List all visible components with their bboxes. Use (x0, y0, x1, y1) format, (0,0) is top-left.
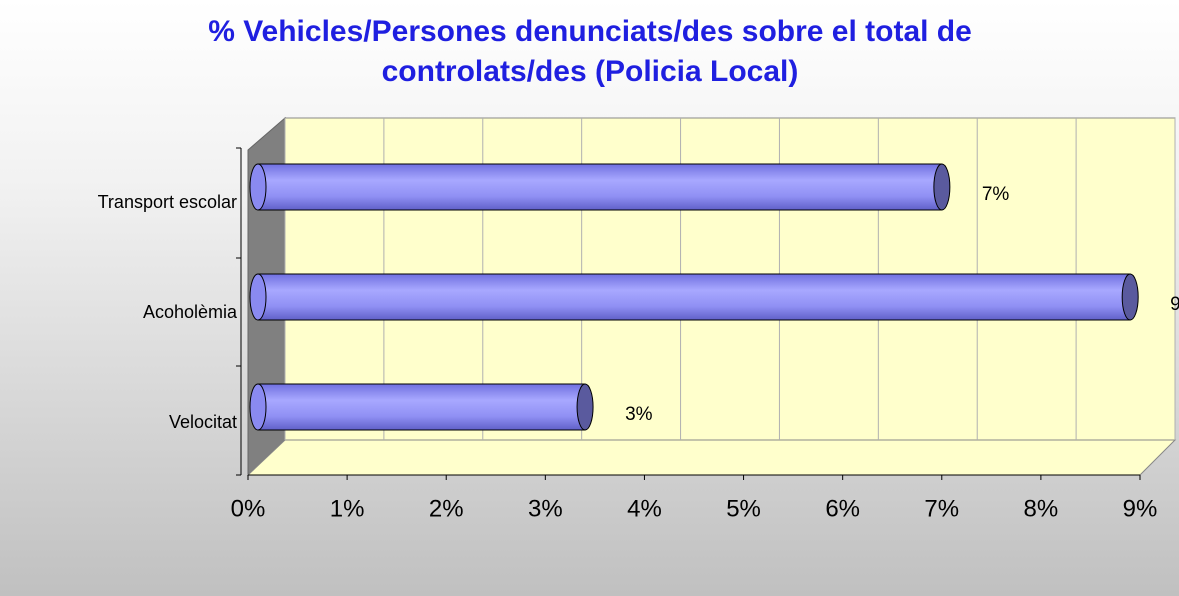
value-label: 3% (625, 404, 653, 425)
bar-cap-end (576, 383, 594, 431)
x-tick-label: 8% (1024, 495, 1059, 522)
bar-cap-end (933, 163, 951, 211)
bar-cap-start (249, 273, 267, 321)
bar (257, 273, 1131, 321)
floor (246, 439, 1177, 476)
x-tick-label: 2% (429, 495, 464, 522)
value-label: 7% (982, 184, 1010, 205)
y-tick-label: Acoholèmia (143, 302, 238, 322)
y-tick-label: Velocitat (169, 412, 237, 432)
x-tick-label: 7% (924, 495, 959, 522)
x-tick-label: 4% (627, 495, 662, 522)
y-tick-label: Transport escolar (98, 192, 237, 212)
value-label: 9% (1170, 294, 1179, 315)
x-tick-label: 1% (330, 495, 365, 522)
bar-cap-start (249, 163, 267, 211)
bar (257, 383, 586, 431)
bar-cap-end (1121, 273, 1139, 321)
chart-title: % Vehicles/Persones denunciats/des sobre… (208, 15, 972, 88)
x-tick-label: 3% (528, 495, 563, 522)
bar-cap-start (249, 383, 267, 431)
bar (257, 163, 943, 211)
x-tick-label: 6% (825, 495, 860, 522)
x-tick-label: 0% (231, 495, 266, 522)
x-tick-label: 9% (1123, 495, 1158, 522)
x-tick-label: 5% (726, 495, 761, 522)
